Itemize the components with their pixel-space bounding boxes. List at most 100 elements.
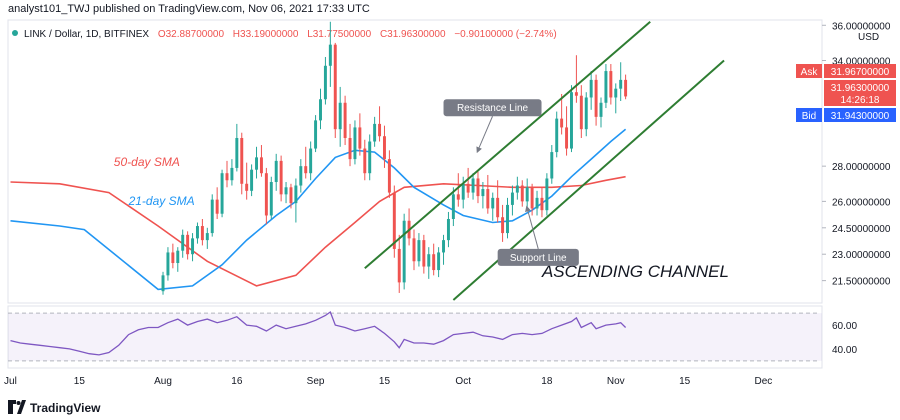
candle: [343, 95, 347, 146]
candle-body: [491, 197, 495, 209]
candle-body: [279, 160, 283, 195]
ask-value-box: [824, 64, 896, 78]
candle-body: [319, 99, 322, 121]
candle: [255, 146, 258, 179]
candle: [319, 88, 322, 130]
candle-body: [382, 136, 386, 160]
candle: [594, 74, 598, 126]
callout-label: Resistance Line: [457, 103, 529, 114]
candle: [451, 187, 455, 227]
candle: [506, 197, 509, 239]
candle-body: [220, 173, 224, 214]
candle-body: [264, 173, 268, 216]
candle-body: [550, 152, 554, 179]
candle: [456, 173, 460, 207]
50-day-sma-line: [10, 175, 626, 287]
price-axis[interactable]: 36.00000000 34.00000000 28.00000000 26.0000…: [822, 21, 891, 288]
candle-body: [481, 189, 485, 197]
currency-label: USD: [858, 32, 879, 43]
candle: [589, 71, 593, 110]
annotations: 50-day SMA 21-day SMA ASCENDING CHANNEL: [114, 155, 729, 281]
candle-body: [565, 127, 569, 149]
candle-body: [624, 79, 628, 97]
price-tick-label: 23.00000000: [832, 250, 891, 261]
publish-header: analyst101_TWJ published on TradingView.…: [0, 0, 900, 18]
price-tick-label: 34.00000000: [832, 57, 891, 68]
candle-body: [560, 118, 564, 128]
candle-body: [181, 234, 185, 251]
last-price-box: [824, 80, 896, 106]
annotation-label: 50-day SMA: [114, 155, 180, 169]
time-axis[interactable]: Jul 15 Aug 16 Sep 15 Oct 18 Nov 15 Dec: [4, 376, 772, 387]
candle-body: [274, 160, 278, 183]
candle: [530, 183, 534, 216]
candle: [609, 64, 613, 105]
candle-body: [422, 240, 426, 267]
tradingview-logo-icon: [8, 400, 26, 414]
candle: [574, 55, 578, 103]
candle: [181, 229, 185, 258]
candle-body: [210, 199, 214, 234]
candle-body: [166, 252, 170, 276]
candle: [348, 123, 352, 167]
candle: [264, 167, 268, 225]
candle: [363, 139, 367, 181]
bid-value-box: [824, 108, 896, 122]
candle: [373, 116, 377, 147]
candles: [161, 21, 628, 295]
candle-body: [555, 118, 559, 153]
candle-body: [328, 44, 332, 66]
candle: [323, 56, 327, 105]
time-tick-label: Dec: [755, 376, 773, 387]
candle: [540, 187, 544, 218]
time-tick-label: 15: [379, 376, 391, 387]
candle-body: [323, 65, 327, 100]
candle-body: [402, 220, 406, 283]
callout-arrow: [476, 116, 493, 154]
candle-body: [619, 79, 623, 89]
candle-body: [476, 178, 480, 197]
candle: [274, 153, 278, 191]
candle-body: [343, 102, 347, 138]
candle: [353, 120, 357, 165]
candle-body: [304, 166, 308, 174]
candle: [259, 145, 263, 177]
price-tick-label: 28.00000000: [832, 162, 891, 173]
21-day-sma-line: [10, 128, 627, 291]
candle-body: [191, 238, 195, 255]
candle-body: [589, 79, 593, 98]
time-tick-label: Aug: [154, 376, 172, 387]
candle-body: [314, 120, 318, 149]
bar-countdown: 14:26:18: [841, 95, 880, 106]
candle-body: [510, 192, 514, 205]
candle-body: [284, 187, 288, 195]
candle-body: [451, 194, 455, 219]
candle: [314, 115, 318, 153]
candle-body: [205, 233, 209, 241]
candle-body: [363, 148, 367, 174]
candle: [565, 106, 569, 156]
candle-body: [456, 194, 460, 200]
candle-body: [614, 88, 618, 98]
candle-body: [373, 123, 377, 142]
candle-body: [584, 97, 588, 130]
candle: [432, 243, 436, 276]
candle-body: [446, 218, 450, 241]
candle-body: [186, 234, 190, 255]
candle-body: [176, 250, 180, 264]
rsi-pane[interactable]: [7, 305, 823, 369]
time-tick-label: Sep: [307, 376, 325, 387]
candle: [338, 86, 342, 147]
candle: [225, 160, 229, 188]
bid-value: 31.94300000: [831, 111, 890, 122]
legend-change: −0.90100000 (−2.74%): [454, 29, 556, 40]
time-tick-label: 16: [231, 376, 243, 387]
candle-body: [525, 187, 529, 202]
candle: [358, 113, 362, 156]
time-tick-label: 15: [74, 376, 86, 387]
candle-body: [609, 71, 613, 98]
candle: [496, 180, 500, 223]
callouts[interactable]: Resistance Line Support Line: [443, 99, 579, 266]
candle-body: [501, 217, 505, 234]
